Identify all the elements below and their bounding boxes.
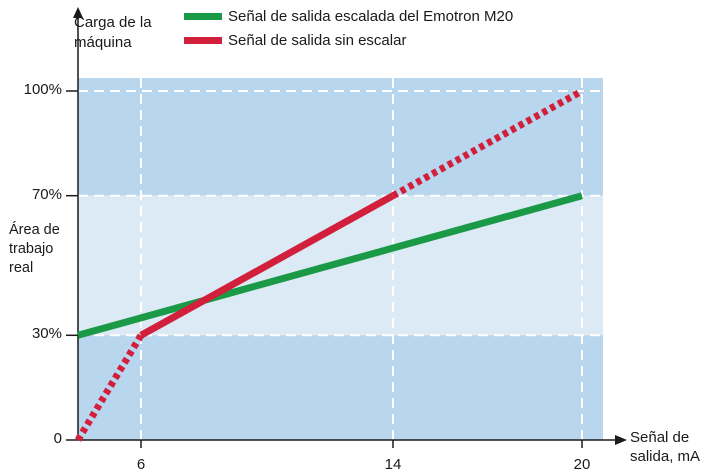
y-tick-label-30%: 30% [31,325,62,343]
band-label-line3: real [9,260,34,276]
legend-swatch-unscaled [184,37,222,44]
x-axis-label-line1: Señal de [630,429,690,446]
series-1-segment-2 [391,87,584,199]
legend-item-scaled: Señal de salida escalada del Emotron M20 [184,8,513,25]
y-axis-label-line1: Carga de la [74,14,152,31]
series-1-segment-0 [75,333,144,442]
legend-swatch-scaled [184,13,222,20]
y-axis-arrow [73,7,83,18]
y-tick-label-100%: 100% [23,81,62,98]
y-tick-label-0: 0 [53,430,62,447]
x-tick-label-14: 14 [384,456,402,473]
series-1-segment-1 [139,192,395,339]
y-tick-label-70%: 70% [31,185,62,203]
x-tick-label-20: 20 [573,456,591,473]
legend-label-unscaled: Señal de salida sin escalar [228,32,407,49]
band-label-line2: trabajo [9,241,54,257]
x-axis-arrow [615,435,627,445]
legend-label-scaled: Señal de salida escalada del Emotron M20 [228,8,514,25]
x-tick-label-6: 6 [136,456,146,473]
upper-area [78,78,603,196]
legend-item-unscaled: Señal de salida sin escalar [184,32,406,49]
band-label-line1: Área de [9,222,60,238]
x-axis-label-line2: salida, mA [630,448,701,465]
lower-area [78,335,603,440]
y-axis-label-line2: máquina [74,34,132,51]
series-0-segment-0 [77,192,583,339]
